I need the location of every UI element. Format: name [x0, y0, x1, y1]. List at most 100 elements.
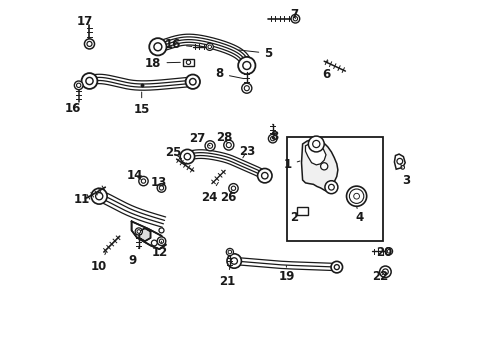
Circle shape: [86, 77, 93, 85]
Circle shape: [270, 136, 275, 141]
Text: 4: 4: [355, 206, 364, 224]
Circle shape: [291, 14, 300, 23]
Polygon shape: [301, 140, 338, 193]
Text: 10: 10: [91, 252, 107, 273]
Circle shape: [180, 149, 195, 164]
Text: 5: 5: [239, 47, 272, 60]
Circle shape: [325, 181, 338, 194]
Circle shape: [258, 168, 272, 183]
Circle shape: [313, 140, 320, 148]
Circle shape: [383, 269, 388, 275]
Circle shape: [96, 193, 103, 200]
Text: 27: 27: [189, 132, 210, 146]
Circle shape: [386, 248, 392, 255]
Text: 12: 12: [151, 241, 168, 258]
Circle shape: [159, 239, 164, 243]
Circle shape: [139, 176, 148, 186]
Circle shape: [231, 258, 238, 264]
Circle shape: [354, 193, 360, 199]
Polygon shape: [305, 143, 326, 165]
Text: 9: 9: [128, 248, 139, 267]
Text: 19: 19: [278, 266, 294, 283]
Circle shape: [76, 83, 81, 87]
Circle shape: [87, 41, 92, 46]
Text: 8: 8: [270, 124, 279, 143]
Polygon shape: [394, 154, 405, 169]
Polygon shape: [139, 228, 150, 241]
Circle shape: [208, 143, 213, 148]
Text: 15: 15: [133, 92, 150, 116]
Circle shape: [231, 186, 236, 190]
Circle shape: [352, 192, 361, 201]
Text: 13: 13: [150, 176, 167, 189]
Text: 20: 20: [376, 246, 392, 258]
Bar: [288, 137, 383, 241]
Circle shape: [206, 43, 213, 50]
Text: 16: 16: [165, 38, 192, 51]
Text: 2: 2: [290, 211, 298, 224]
Circle shape: [205, 141, 215, 151]
Circle shape: [293, 17, 297, 21]
Circle shape: [308, 136, 324, 152]
Circle shape: [269, 134, 277, 143]
Circle shape: [226, 248, 233, 256]
Circle shape: [238, 57, 255, 74]
Circle shape: [208, 45, 212, 49]
Text: 7: 7: [290, 8, 298, 21]
Text: 18: 18: [145, 57, 180, 69]
Circle shape: [243, 62, 251, 69]
Circle shape: [141, 179, 146, 183]
Text: 21: 21: [219, 267, 235, 288]
Bar: [183, 59, 194, 66]
Bar: [297, 207, 308, 215]
Circle shape: [349, 189, 364, 203]
Text: 28: 28: [216, 131, 232, 144]
Circle shape: [149, 38, 167, 55]
Circle shape: [159, 186, 164, 190]
Circle shape: [137, 230, 141, 233]
Text: 8: 8: [216, 67, 244, 80]
Circle shape: [401, 166, 404, 169]
Circle shape: [387, 249, 391, 253]
Circle shape: [159, 228, 164, 233]
Circle shape: [226, 143, 231, 148]
Circle shape: [320, 163, 328, 170]
Text: 3: 3: [401, 164, 410, 186]
Circle shape: [157, 237, 166, 246]
Circle shape: [184, 153, 191, 160]
Circle shape: [228, 250, 232, 254]
Text: 11: 11: [74, 193, 91, 206]
Text: 6: 6: [322, 60, 330, 81]
Circle shape: [224, 140, 234, 150]
Text: 23: 23: [239, 145, 255, 158]
Circle shape: [331, 261, 343, 273]
Circle shape: [186, 75, 200, 89]
Text: 14: 14: [127, 169, 144, 182]
Circle shape: [135, 228, 143, 235]
Circle shape: [91, 188, 107, 204]
Circle shape: [190, 78, 196, 85]
Text: 25: 25: [165, 146, 181, 159]
Circle shape: [245, 86, 249, 91]
Circle shape: [157, 184, 166, 192]
Circle shape: [186, 60, 191, 64]
Circle shape: [334, 265, 339, 270]
Circle shape: [74, 81, 83, 90]
Circle shape: [346, 186, 367, 206]
Text: 24: 24: [201, 183, 219, 204]
Text: 26: 26: [220, 191, 236, 204]
Text: 16: 16: [65, 102, 81, 114]
Circle shape: [397, 158, 403, 164]
Circle shape: [84, 39, 95, 49]
Circle shape: [328, 184, 334, 190]
Circle shape: [262, 172, 268, 179]
Circle shape: [242, 83, 252, 93]
Circle shape: [151, 240, 157, 246]
Circle shape: [227, 254, 242, 268]
Circle shape: [154, 43, 162, 51]
Text: 22: 22: [372, 270, 388, 283]
Polygon shape: [132, 221, 166, 249]
Text: 17: 17: [76, 15, 93, 28]
Circle shape: [229, 184, 238, 193]
Circle shape: [380, 266, 391, 278]
